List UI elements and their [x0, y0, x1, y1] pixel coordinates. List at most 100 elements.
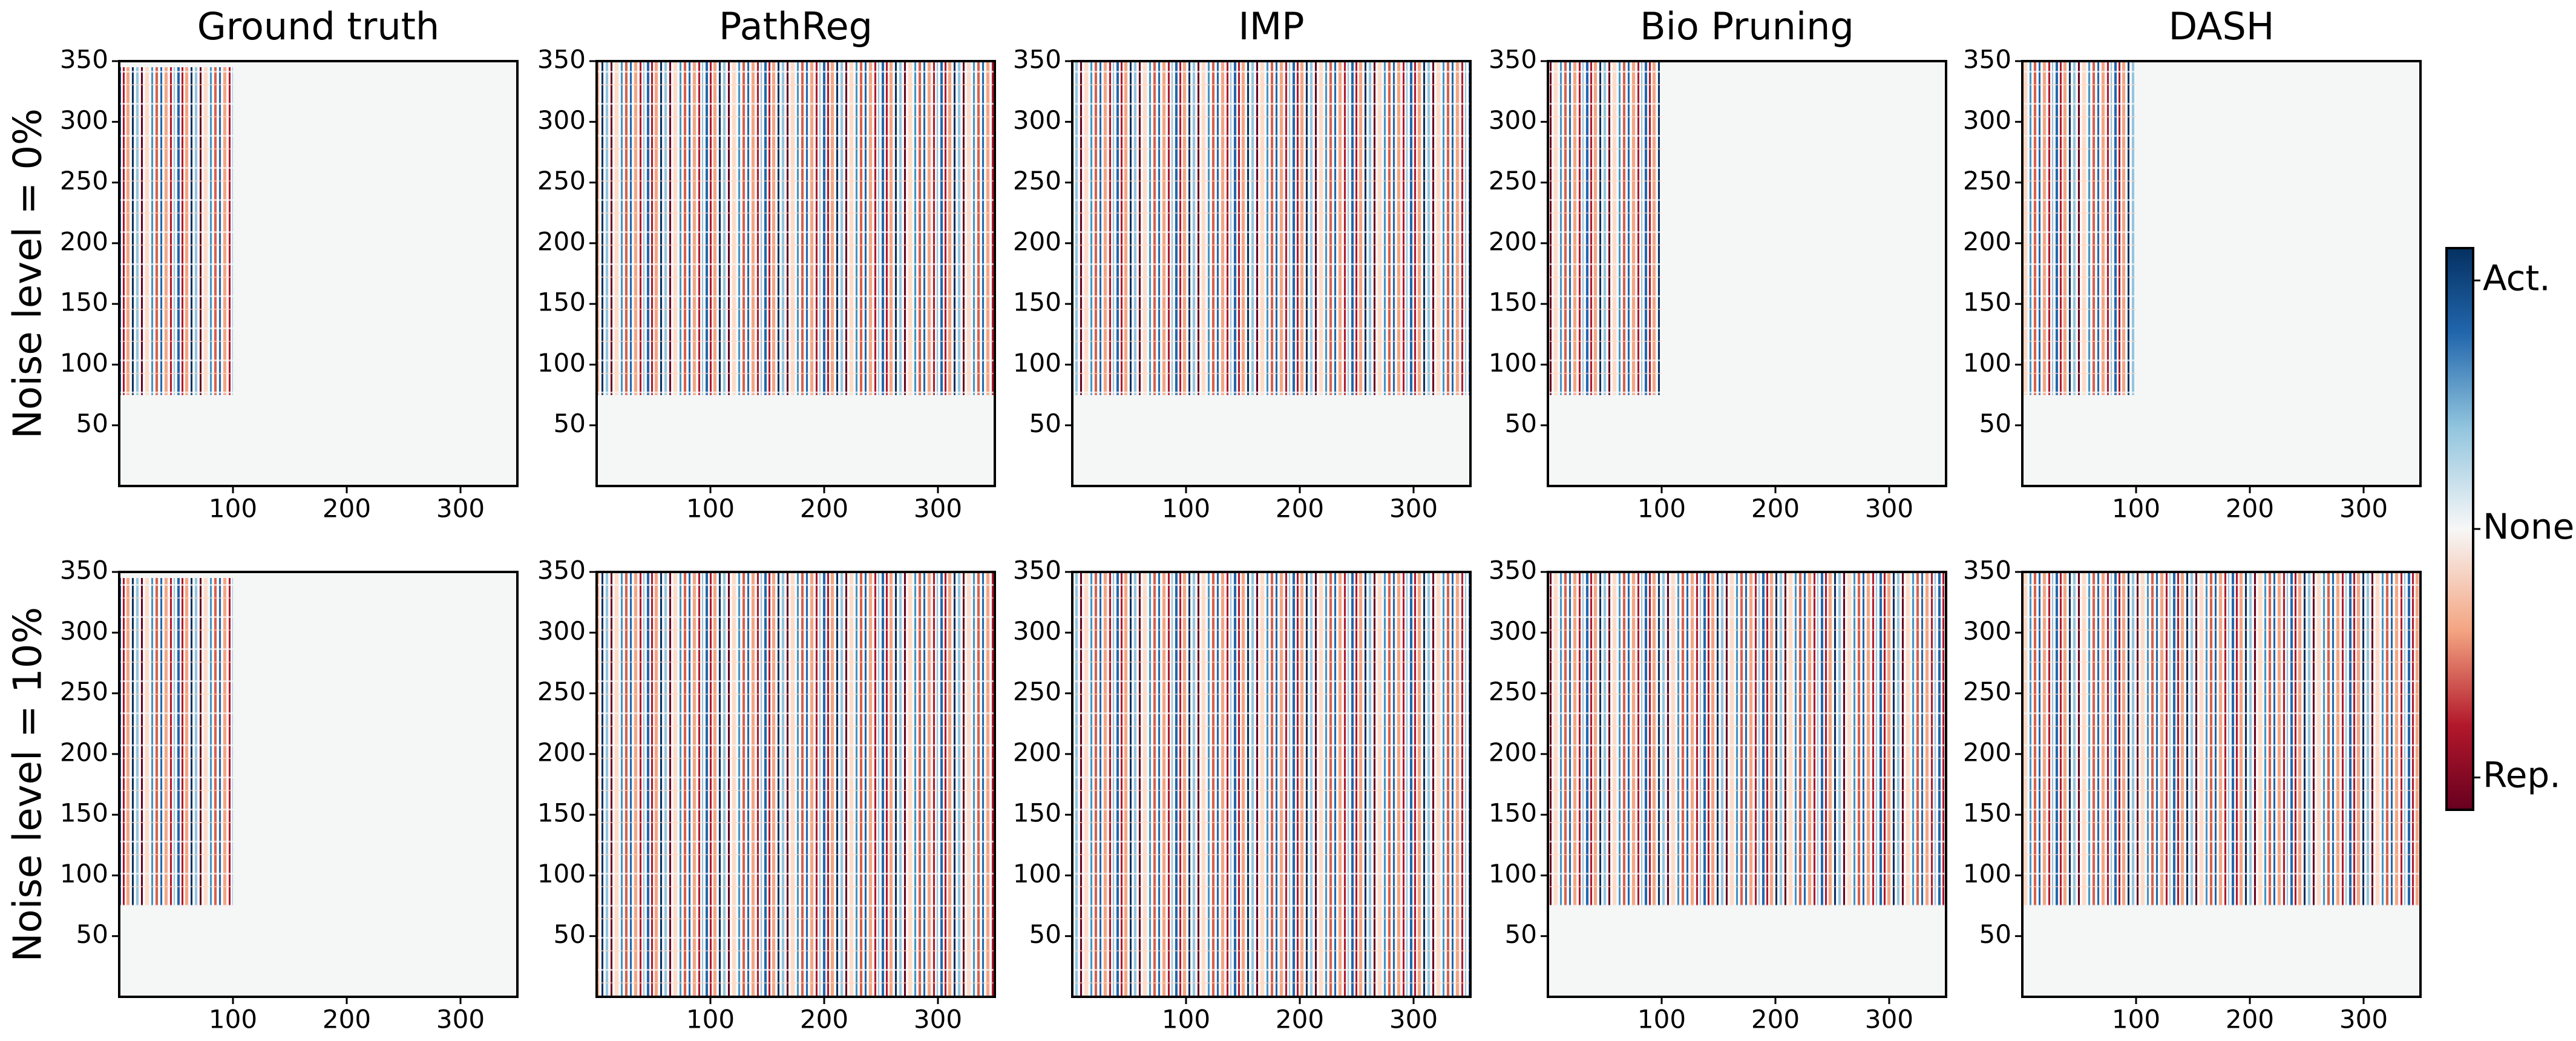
y-tick-label: 50 — [76, 919, 108, 949]
panel-frame — [1547, 571, 1947, 998]
panel-frame — [1071, 60, 1472, 487]
x-tick-label: 300 — [2339, 494, 2388, 524]
y-tick-label: 100 — [1013, 859, 1061, 888]
panel-frame — [118, 571, 519, 998]
x-tick-label: 300 — [436, 1005, 485, 1034]
x-tick-label: 300 — [2339, 1005, 2388, 1034]
y-tick-label: 250 — [60, 166, 108, 195]
y-tick-label: 350 — [1963, 556, 2011, 585]
y-tick-label: 300 — [1963, 616, 2011, 646]
y-tick-label: 200 — [60, 226, 108, 256]
y-tick-label: 200 — [1489, 737, 1537, 767]
y-tick-label: 50 — [1979, 409, 2011, 438]
y-tick-label: 50 — [1029, 919, 1061, 949]
y-tick-label: 100 — [537, 348, 586, 378]
y-tick-label: 150 — [537, 287, 586, 317]
y-tick-label: 250 — [60, 677, 108, 706]
y-tick-label: 350 — [1013, 45, 1061, 74]
y-tick-label: 150 — [1013, 798, 1061, 828]
x-tick-label: 200 — [1276, 494, 1324, 524]
y-tick-label: 350 — [1489, 45, 1537, 74]
panel-frame — [1071, 571, 1472, 998]
x-tick-label: 200 — [323, 494, 371, 524]
y-tick-label: 350 — [537, 45, 586, 74]
y-tick-label: 200 — [1013, 737, 1061, 767]
y-tick-label: 250 — [537, 677, 586, 706]
row-label: Noise level = 10% — [6, 607, 51, 962]
colorbar-label: Act. — [2483, 257, 2551, 298]
y-tick-label: 200 — [1963, 226, 2011, 256]
y-tick-label: 300 — [537, 616, 586, 646]
y-tick-label: 150 — [1489, 287, 1537, 317]
y-tick-label: 300 — [60, 105, 108, 135]
y-tick-label: 150 — [1963, 287, 2011, 317]
y-tick-label: 50 — [76, 409, 108, 438]
x-tick-label: 200 — [1751, 1005, 1800, 1034]
colorbar — [2445, 247, 2474, 811]
x-tick-label: 200 — [800, 1005, 848, 1034]
active-region — [597, 61, 995, 395]
active-region — [119, 578, 233, 906]
y-tick-label: 50 — [554, 409, 586, 438]
row-label: Noise level = 0% — [6, 108, 51, 439]
x-tick-label: 300 — [914, 494, 962, 524]
active-region — [2022, 61, 2136, 395]
x-tick-label: 100 — [686, 494, 735, 524]
y-tick-label: 350 — [537, 556, 586, 585]
panel-frame — [2021, 60, 2422, 487]
column-title: Ground truth — [197, 4, 439, 48]
x-tick-label: 100 — [209, 1005, 257, 1034]
column-title: PathReg — [719, 4, 873, 48]
y-tick-label: 50 — [1505, 919, 1537, 949]
y-tick-label: 50 — [554, 919, 586, 949]
y-tick-label: 50 — [1505, 409, 1537, 438]
panel-frame — [595, 571, 996, 998]
x-tick-label: 200 — [323, 1005, 371, 1034]
column-title: IMP — [1238, 4, 1304, 48]
panel-frame — [118, 60, 519, 487]
x-tick-label: 100 — [2112, 1005, 2160, 1034]
y-tick-label: 350 — [1963, 45, 2011, 74]
y-tick-label: 300 — [537, 105, 586, 135]
colorbar-label: Rep. — [2483, 755, 2561, 796]
y-tick-label: 250 — [537, 166, 586, 195]
x-tick-label: 200 — [800, 494, 848, 524]
y-tick-label: 350 — [1013, 556, 1061, 585]
y-tick-label: 300 — [1013, 105, 1061, 135]
y-tick-label: 100 — [1013, 348, 1061, 378]
active-region — [2022, 572, 2420, 906]
x-tick-label: 100 — [1162, 494, 1210, 524]
y-tick-label: 100 — [1963, 859, 2011, 888]
y-tick-label: 50 — [1979, 919, 2011, 949]
y-tick-label: 250 — [1963, 677, 2011, 706]
y-tick-label: 100 — [60, 859, 108, 888]
y-tick-label: 300 — [1013, 616, 1061, 646]
x-tick-label: 300 — [1389, 494, 1438, 524]
y-tick-label: 150 — [60, 287, 108, 317]
y-tick-label: 200 — [1963, 737, 2011, 767]
x-tick-label: 300 — [1389, 1005, 1438, 1034]
x-tick-label: 100 — [1637, 1005, 1686, 1034]
y-tick-label: 350 — [1489, 556, 1537, 585]
panel-frame — [595, 60, 996, 487]
x-tick-label: 300 — [436, 494, 485, 524]
y-tick-label: 150 — [537, 798, 586, 828]
y-tick-label: 350 — [60, 556, 108, 585]
active-region — [1072, 572, 1470, 997]
y-tick-label: 350 — [60, 45, 108, 74]
y-tick-label: 50 — [1029, 409, 1061, 438]
x-tick-label: 300 — [1865, 1005, 1913, 1034]
y-tick-label: 100 — [1489, 348, 1537, 378]
x-tick-label: 100 — [1162, 1005, 1210, 1034]
y-tick-label: 300 — [60, 616, 108, 646]
y-tick-label: 250 — [1963, 166, 2011, 195]
y-tick-label: 150 — [60, 798, 108, 828]
active-region — [1548, 61, 1662, 395]
column-title: DASH — [2168, 4, 2274, 48]
active-region — [1072, 61, 1470, 395]
x-tick-label: 200 — [2226, 494, 2274, 524]
x-tick-label: 200 — [1276, 1005, 1324, 1034]
y-tick-label: 250 — [1489, 677, 1537, 706]
x-tick-label: 300 — [1865, 494, 1913, 524]
